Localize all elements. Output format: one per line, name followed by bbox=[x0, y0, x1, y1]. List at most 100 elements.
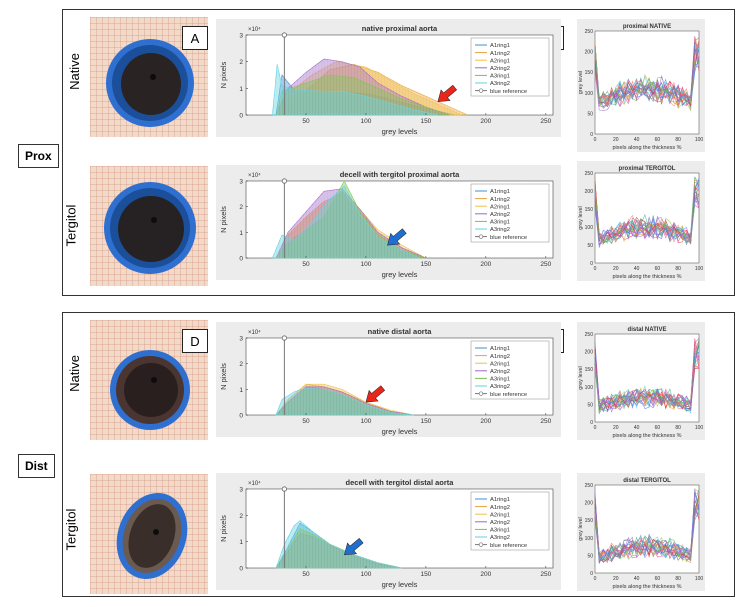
histogram-prox-native: native proximal aorta 50 100 150 200 250 0 1 2 3 ×… bbox=[216, 19, 561, 137]
x-tick-label: 150 bbox=[420, 418, 431, 425]
y-tick-label: 100 bbox=[585, 91, 594, 97]
profile-line bbox=[594, 180, 700, 242]
x-tick-label: 80 bbox=[675, 137, 681, 143]
y-axis-label: grey level bbox=[578, 366, 584, 390]
legend-entry: A3ring2 bbox=[490, 227, 510, 233]
x-tick-label: 100 bbox=[695, 425, 704, 431]
x-tick-label: 50 bbox=[302, 571, 310, 578]
dist-section bbox=[62, 312, 735, 597]
legend-entry: A1ring2 bbox=[490, 51, 510, 57]
y-tick-label: 1 bbox=[239, 539, 243, 546]
y-axis-label: grey level bbox=[578, 71, 584, 95]
y-tick-label: 100 bbox=[585, 225, 594, 231]
aorta-ring-image bbox=[106, 39, 194, 127]
x-tick-label: 50 bbox=[302, 118, 310, 125]
legend-entry: A1ring1 bbox=[490, 189, 510, 195]
legend-entry: blue reference bbox=[490, 543, 527, 549]
y-tick-label: 1 bbox=[239, 387, 243, 394]
profile-line bbox=[594, 41, 700, 105]
x-axis-label: grey levels bbox=[382, 270, 418, 279]
x-tick-label: 0 bbox=[594, 266, 597, 272]
legend-entry: A2ring1 bbox=[490, 512, 510, 518]
chart-title: native distal aorta bbox=[368, 327, 433, 336]
x-tick-label: 250 bbox=[540, 571, 551, 578]
x-axis-label: pixels along the thickness % bbox=[612, 433, 681, 439]
x-tick-label: 0 bbox=[594, 425, 597, 431]
x-tick-label: 150 bbox=[420, 118, 431, 125]
x-tick-label: 80 bbox=[675, 576, 681, 582]
dist-label: Dist bbox=[18, 454, 55, 478]
legend-entry: A3ring1 bbox=[490, 220, 510, 226]
y-tick-label: 0 bbox=[239, 256, 243, 263]
blue-reference-marker bbox=[281, 486, 287, 492]
x-tick-label: 100 bbox=[695, 576, 704, 582]
series-a2ring1 bbox=[275, 61, 462, 116]
blue-reference-marker bbox=[281, 32, 287, 38]
series-a3ring2 bbox=[275, 387, 414, 416]
x-tick-label: 40 bbox=[634, 576, 640, 582]
x-axis-label: grey levels bbox=[382, 427, 418, 436]
x-tick-label: 100 bbox=[695, 137, 704, 143]
profile-line bbox=[594, 179, 700, 241]
x-tick-label: 250 bbox=[540, 261, 551, 268]
y-tick-label: 0 bbox=[590, 420, 593, 426]
y-tick-label: 0 bbox=[590, 571, 593, 577]
arrow-shape bbox=[344, 538, 364, 556]
x-tick-label: 20 bbox=[613, 425, 619, 431]
y-tick-label: 50 bbox=[587, 243, 593, 249]
profile-line bbox=[594, 357, 700, 413]
photo-dist-native bbox=[90, 320, 208, 440]
profile-prox-tergitol: proximal TERGITOL 0 20 40 60 80 100 0 50 100 150 20… bbox=[577, 161, 705, 281]
y-tick-label: 0 bbox=[590, 132, 593, 138]
legend-entry: A1ring1 bbox=[490, 497, 510, 503]
chart-title: decell with tergitol distal aorta bbox=[346, 478, 455, 487]
series-a1ring1 bbox=[275, 74, 456, 116]
photo-prox-tergitol bbox=[90, 166, 208, 286]
legend-entry: A1ring2 bbox=[490, 505, 510, 511]
y-axis-label: N pixels bbox=[219, 515, 228, 542]
y-tick-label: 150 bbox=[585, 367, 594, 373]
x-tick-label: 100 bbox=[360, 261, 371, 268]
y-tick-label: 50 bbox=[587, 111, 593, 117]
x-axis-label: grey levels bbox=[382, 580, 418, 589]
profile-line bbox=[594, 49, 700, 111]
x-axis-label: pixels along the thickness % bbox=[612, 584, 681, 590]
legend-entry: A3ring2 bbox=[490, 384, 510, 390]
profile-dist-tergitol: distal TERGITOL 0 20 40 60 80 100 0 50 100 150 200 2… bbox=[577, 473, 705, 591]
profile-line bbox=[594, 47, 700, 104]
series-a3ring2 bbox=[272, 64, 438, 116]
series-a3ring2 bbox=[275, 520, 402, 569]
x-tick-label: 40 bbox=[634, 425, 640, 431]
chart-title: proximal NATIVE bbox=[623, 24, 671, 30]
series-a3ring2 bbox=[271, 185, 421, 259]
legend-box bbox=[470, 37, 550, 97]
y-tick-label: 0 bbox=[239, 113, 243, 120]
y-tick-label: 250 bbox=[585, 29, 594, 35]
profile-line bbox=[594, 341, 700, 412]
y-tick-label: 150 bbox=[585, 207, 594, 213]
x-tick-label: 250 bbox=[540, 118, 551, 125]
x-tick-label: 100 bbox=[360, 571, 371, 578]
x-tick-label: 50 bbox=[302, 418, 310, 425]
legend-entry: A3ring2 bbox=[490, 81, 510, 87]
plot-area bbox=[594, 172, 700, 264]
x-axis-label: pixels along the thickness % bbox=[612, 274, 681, 280]
x-tick-label: 50 bbox=[302, 261, 310, 268]
chart-title: decell with tergitol proximal aorta bbox=[340, 170, 460, 179]
y-tick-label: 1 bbox=[239, 230, 243, 237]
series-a3ring1 bbox=[275, 180, 426, 259]
y-tick-label: 2 bbox=[239, 361, 243, 368]
y-tick-label: 0 bbox=[590, 261, 593, 267]
aorta-ring-image bbox=[104, 182, 196, 274]
legend-marker bbox=[478, 88, 484, 93]
series-a3ring1 bbox=[275, 74, 450, 116]
legend-entry: A2ring1 bbox=[490, 361, 510, 367]
prox-label: Prox bbox=[18, 144, 59, 168]
y-tick-label: 250 bbox=[585, 171, 594, 177]
legend-entry: A3ring1 bbox=[490, 528, 510, 534]
legend-entry: A2ring2 bbox=[490, 212, 510, 218]
y-tick-label: 0 bbox=[239, 566, 243, 573]
chart-title: proximal TERGITOL bbox=[619, 166, 676, 172]
blue-arrow-icon bbox=[387, 228, 407, 246]
profile-line bbox=[594, 49, 700, 107]
